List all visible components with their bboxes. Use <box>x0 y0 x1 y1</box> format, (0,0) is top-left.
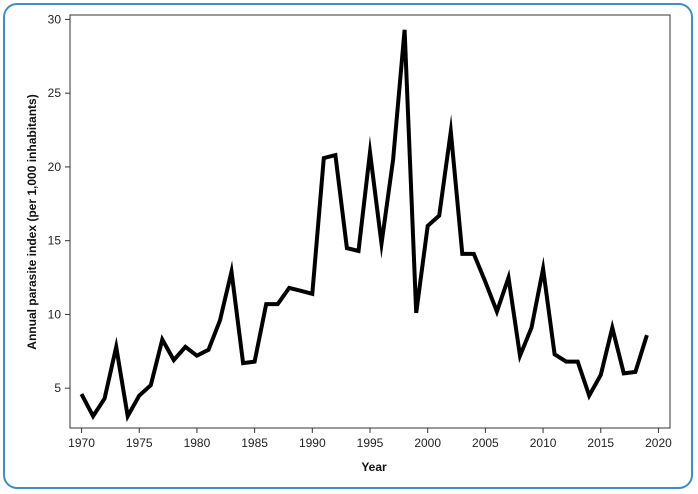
x-tick-label: 1995 <box>357 436 384 450</box>
y-tick-label: 5 <box>54 381 61 395</box>
x-tick-label: 2005 <box>472 436 499 450</box>
y-tick-label: 25 <box>48 86 62 100</box>
y-tick-label: 30 <box>48 12 62 26</box>
tick-labels: 1970 1975 1980 1985 1990 1995 2000 2005 2010 2015… <box>48 12 672 450</box>
x-tick-label: 1985 <box>241 436 268 450</box>
series-line <box>79 29 649 423</box>
x-tick-label: 2020 <box>645 436 672 450</box>
y-axis-label: Annual parasite index (per 1,000 inhabit… <box>25 94 39 349</box>
y-tick-label: 10 <box>48 307 62 321</box>
x-tick-label: 2010 <box>530 436 557 450</box>
x-axis-label: Year <box>361 460 387 474</box>
x-tick-label: 1990 <box>299 436 326 450</box>
x-tick-label: 1980 <box>184 436 211 450</box>
x-tick-label: 2015 <box>587 436 614 450</box>
y-tick-label: 20 <box>48 160 62 174</box>
x-tick-label: 2000 <box>414 436 441 450</box>
series-layer <box>79 29 649 423</box>
x-tick-label: 1975 <box>126 436 153 450</box>
x-tick-label: 1970 <box>68 436 95 450</box>
y-tick-label: 15 <box>48 234 62 248</box>
axes <box>65 14 671 433</box>
